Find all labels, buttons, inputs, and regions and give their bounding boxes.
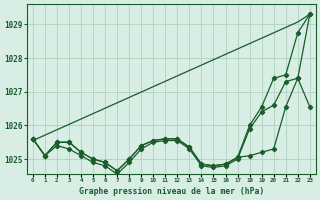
X-axis label: Graphe pression niveau de la mer (hPa): Graphe pression niveau de la mer (hPa) xyxy=(79,187,264,196)
